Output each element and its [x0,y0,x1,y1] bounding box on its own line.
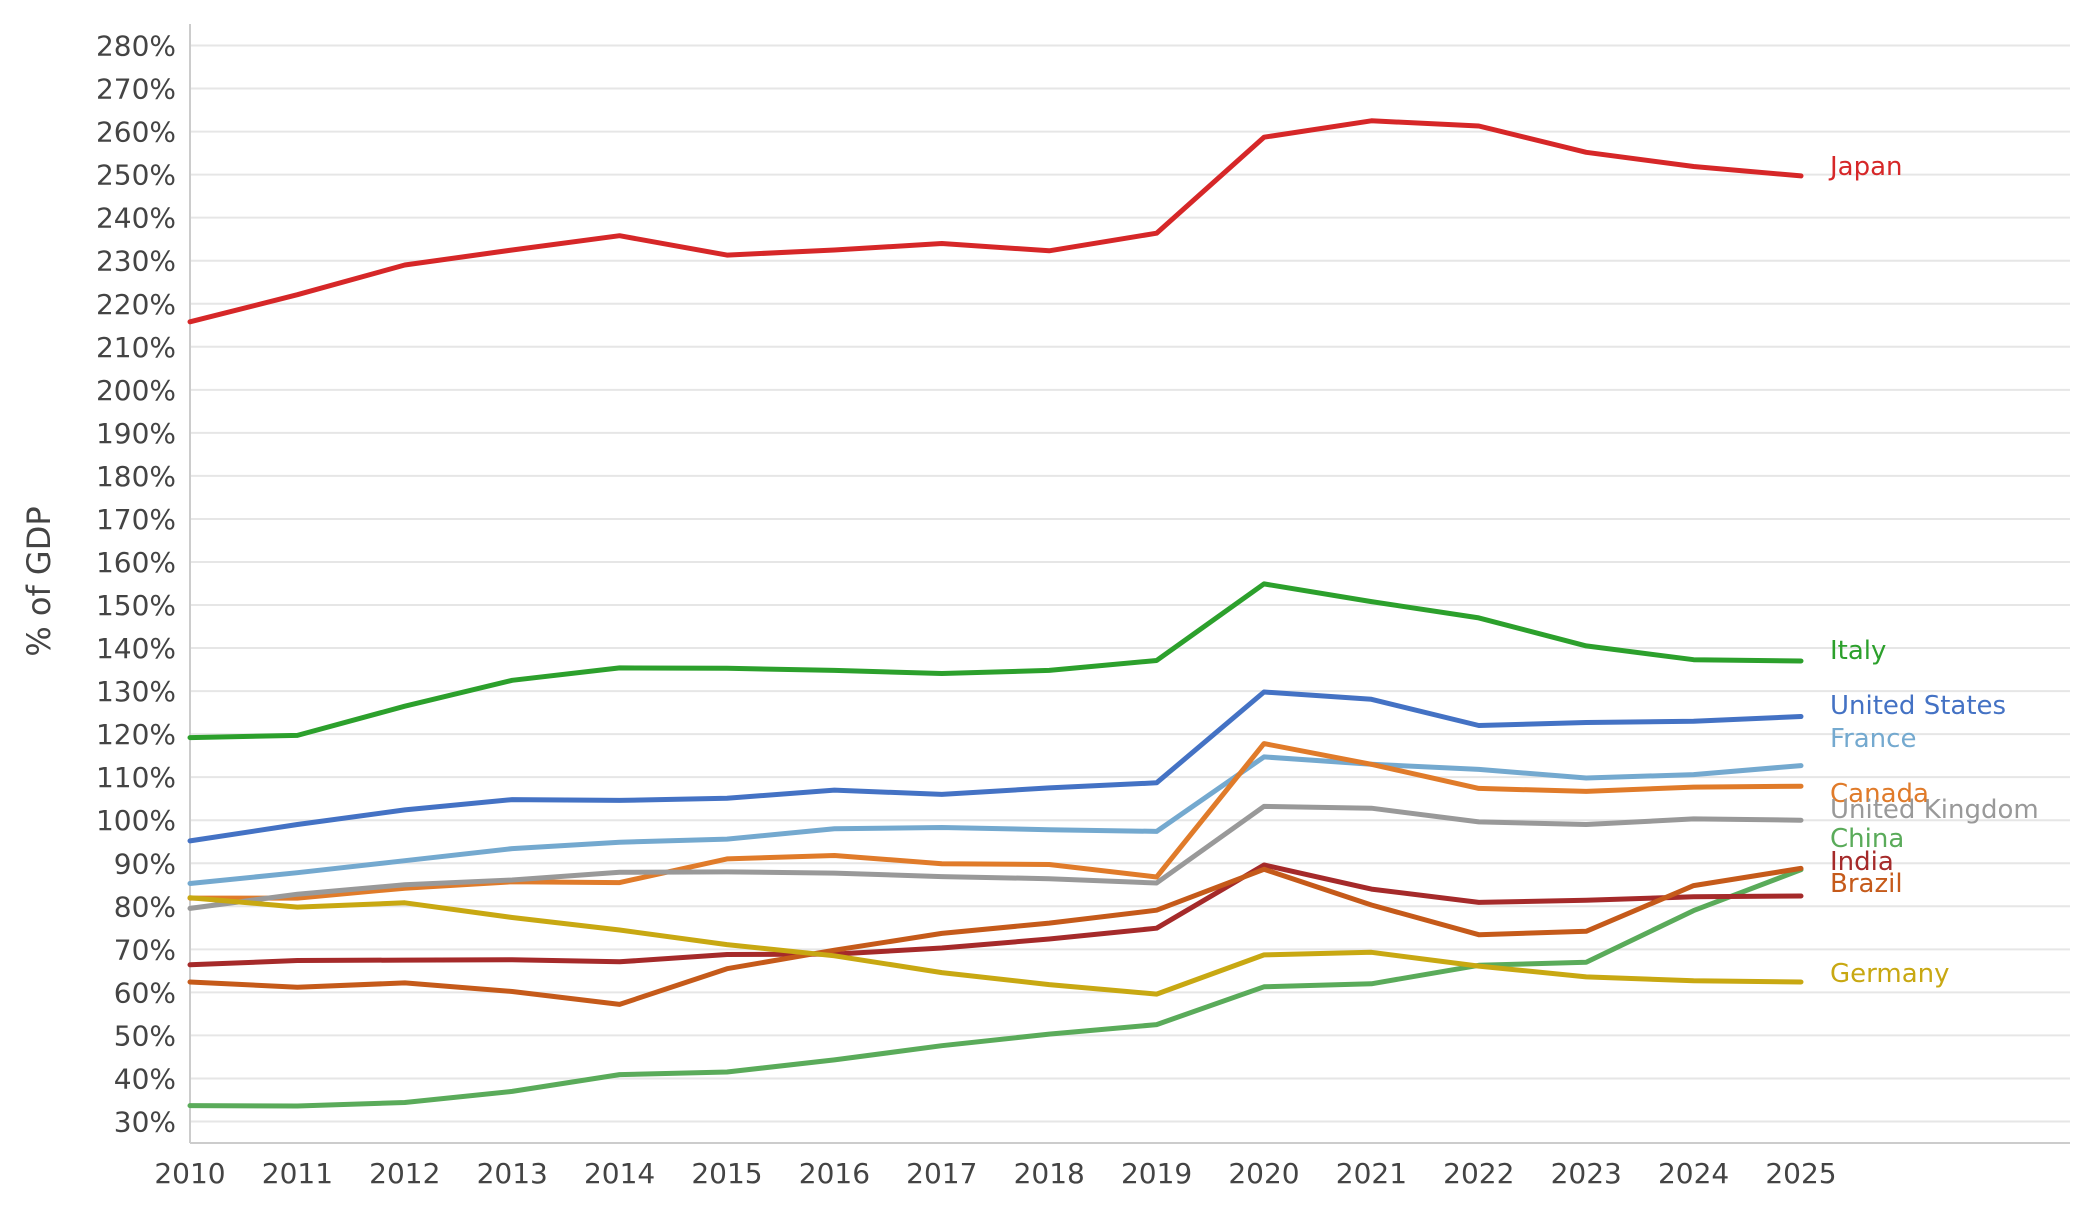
series-label-india: India [1830,847,1894,877]
y-tick-label: 80% [114,890,176,923]
y-tick-label: 150% [96,589,176,622]
x-tick-label: 2017 [906,1157,977,1190]
series-label-france: France [1830,724,1916,754]
series-line-france [187,754,1804,886]
y-tick-label: 220% [96,288,176,321]
y-axis-title: % of GDP [20,506,58,656]
x-tick-label: 2014 [584,1157,655,1190]
y-tick-label: 250% [96,159,176,192]
series-lines [187,118,1804,1109]
series-line-china [187,867,1804,1109]
series-line-italy [187,581,1804,741]
x-tick-label: 2021 [1336,1157,1407,1190]
x-tick-label: 2025 [1765,1157,1836,1190]
series-label-united-states: United States [1830,691,2006,721]
y-tick-label: 110% [96,761,176,794]
x-tick-label: 2011 [262,1157,333,1190]
y-tick-label: 90% [114,847,176,880]
y-tick-label: 70% [114,933,176,966]
series-label-brazil: Brazil [1830,869,1903,899]
series-line-canada [187,741,1804,901]
series-line-united-kingdom [187,803,1804,911]
y-tick-labels: 30% 40% 50% 60% 70% 80% 90% 100% 110% 120% 130% 140… [96,30,176,1139]
series-label-united-kingdom: United Kingdom [1830,795,2039,825]
y-tick-label: 210% [96,331,176,364]
series-label-italy: Italy [1830,636,1886,666]
x-tick-label: 2010 [154,1157,225,1190]
series-label-germany: Germany [1830,959,1950,989]
y-tick-label: 120% [96,718,176,751]
y-tick-label: 230% [96,245,176,278]
gridlines [190,44,2070,1123]
series-line-japan [187,118,1804,325]
y-tick-label: 170% [96,503,176,536]
y-tick-label: 60% [114,976,176,1009]
x-tick-label: 2022 [1443,1157,1514,1190]
series-label-canada: Canada [1830,779,1929,809]
y-tick-label: 190% [96,417,176,450]
y-tick-label: 200% [96,374,176,407]
series-line-brazil [187,865,1804,1007]
x-tick-label: 2020 [1228,1157,1299,1190]
y-tick-label: 140% [96,632,176,665]
series-line-germany [187,895,1804,997]
y-tick-label: 240% [96,202,176,235]
y-tick-label: 180% [96,460,176,493]
x-tick-label: 2013 [477,1157,548,1190]
y-tick-label: 160% [96,546,176,579]
series-label-china: China [1830,824,1904,854]
x-tick-label: 2015 [691,1157,762,1190]
x-tick-label: 2012 [369,1157,440,1190]
y-tick-label: 260% [96,116,176,149]
y-tick-label: 130% [96,675,176,708]
y-tick-label: 30% [114,1105,176,1138]
y-tick-label: 40% [114,1062,176,1095]
y-tick-label: 280% [96,30,176,63]
y-tick-label: 50% [114,1019,176,1052]
x-tick-label: 2016 [799,1157,870,1190]
x-tick-label: 2019 [1121,1157,1192,1190]
x-tick-label: 2018 [1014,1157,1085,1190]
x-tick-label: 2023 [1551,1157,1622,1190]
y-tick-label: 100% [96,804,176,837]
y-tick-label: 270% [96,73,176,106]
series-line-united-states [187,689,1804,844]
series-label-japan: Japan [1828,152,1903,182]
x-tick-labels: 2010 2011 2012 2013 2014 2015 2016 2017 2018 2019… [154,1157,1836,1190]
series-line-india [187,862,1804,968]
x-tick-label: 2024 [1658,1157,1729,1190]
